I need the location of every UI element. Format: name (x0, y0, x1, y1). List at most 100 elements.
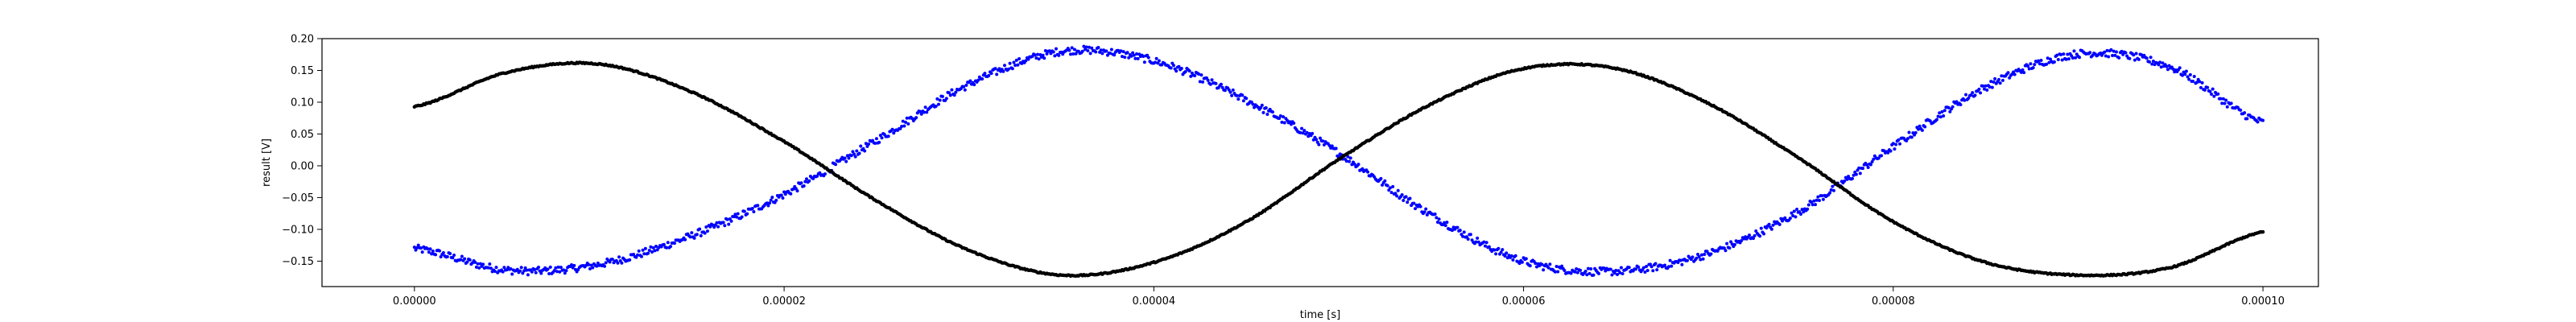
data-point (1174, 69, 1179, 73)
data-point (742, 209, 746, 213)
data-point (1685, 258, 1689, 262)
data-point (2136, 57, 2140, 61)
data-point (2115, 50, 2119, 54)
data-point (1762, 232, 1766, 236)
data-point (634, 255, 638, 259)
data-point (486, 266, 490, 270)
data-point (1084, 45, 1088, 49)
data-point (1938, 111, 1942, 115)
data-point (1583, 270, 1587, 274)
data-point (849, 154, 853, 158)
data-point (2026, 64, 2030, 68)
data-point (2049, 57, 2053, 61)
data-point (919, 109, 923, 114)
data-point (2088, 51, 2092, 55)
data-point (698, 227, 702, 231)
data-point (1317, 142, 1321, 147)
data-point (1777, 222, 1781, 226)
data-point (791, 187, 795, 191)
data-point (1955, 100, 1959, 104)
data-point (1524, 257, 1528, 261)
data-point (1210, 78, 1214, 82)
data-point (900, 124, 904, 128)
data-point (1699, 258, 1703, 262)
data-point (2072, 49, 2076, 53)
data-point (654, 244, 658, 248)
data-point (963, 88, 967, 92)
data-point (1992, 80, 1996, 84)
data-point (2027, 67, 2031, 71)
data-point (468, 258, 472, 262)
data-point (1905, 137, 1909, 141)
data-point (1909, 135, 1913, 139)
data-point (2225, 105, 2229, 109)
data-point (2245, 117, 2249, 121)
data-point (1330, 144, 1334, 148)
data-point (1612, 271, 1616, 275)
data-point (1035, 52, 1039, 56)
data-point (1088, 52, 1092, 56)
data-point (562, 268, 566, 272)
data-point (2008, 76, 2012, 80)
data-point (2133, 58, 2137, 62)
data-point (1923, 125, 1927, 129)
x-tick-label: 0.00000 (393, 295, 436, 308)
series-0 (412, 44, 2265, 277)
data-point (2219, 97, 2223, 101)
data-point (604, 261, 608, 265)
data-point (770, 196, 774, 200)
data-point (1455, 225, 1459, 229)
data-point (1989, 80, 1993, 84)
data-point (1832, 188, 1836, 192)
data-point (1404, 195, 1408, 199)
data-point (1322, 142, 1326, 147)
data-point (1754, 229, 1758, 233)
data-point (1586, 266, 1590, 270)
data-point (2212, 94, 2216, 98)
data-point (489, 266, 493, 270)
data-point (653, 249, 657, 253)
data-point (1653, 262, 1657, 266)
data-point (1292, 121, 1296, 125)
data-point (647, 248, 651, 252)
data-point (750, 206, 754, 210)
data-point (2148, 60, 2152, 64)
data-point (1402, 198, 1406, 202)
data-point (1767, 222, 1771, 226)
data-point (1356, 163, 1360, 167)
data-point (1069, 52, 1072, 56)
data-point (1072, 47, 1076, 52)
data-point (1280, 120, 1284, 124)
data-point (1505, 256, 1509, 260)
data-point (2187, 77, 2191, 81)
data-point (419, 246, 423, 250)
data-point (451, 256, 455, 260)
data-point (1587, 271, 1591, 275)
data-point (2103, 50, 2107, 54)
data-point (1054, 47, 1058, 51)
data-point (1080, 49, 1084, 53)
data-point (1129, 54, 1133, 58)
data-point (2113, 53, 2117, 57)
data-point (430, 252, 434, 256)
data-point (525, 268, 529, 272)
data-point (1585, 273, 1589, 277)
data-point (1963, 98, 1967, 102)
data-point (1771, 223, 1775, 227)
data-point (723, 224, 727, 228)
data-point (886, 134, 890, 138)
data-point (1408, 196, 1412, 200)
data-point (964, 83, 968, 87)
data-point (1169, 66, 1173, 70)
data-point (2224, 98, 2228, 102)
data-point (426, 247, 430, 251)
data-point (2045, 62, 2049, 66)
x-tick-label: 0.00004 (1132, 295, 1175, 308)
data-point (1034, 56, 1038, 60)
data-point (547, 272, 551, 276)
data-point (1133, 56, 1137, 60)
data-point (1406, 200, 1410, 204)
data-point (902, 124, 906, 128)
data-point (765, 201, 769, 205)
data-point (2124, 51, 2128, 55)
